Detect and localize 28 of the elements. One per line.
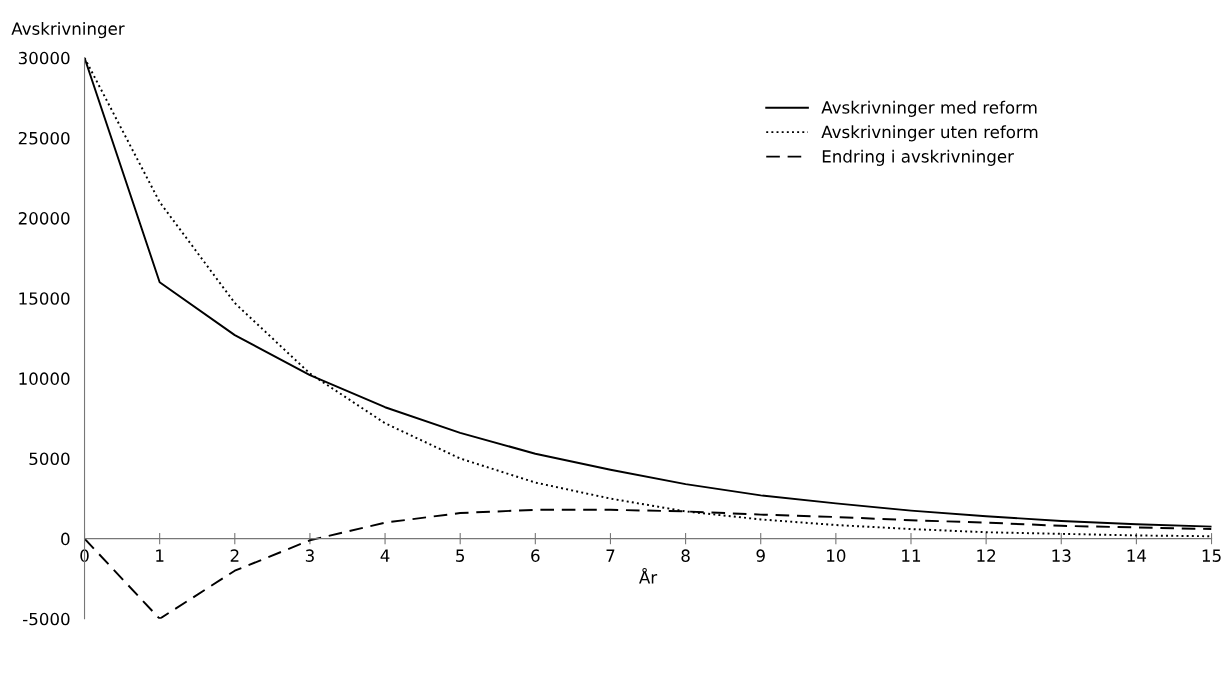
legend-label: Avskrivninger uten reform — [821, 125, 1038, 142]
y-tick-label: 15000 — [19, 292, 70, 305]
legend-label: Endring i avskrivninger — [822, 149, 1014, 166]
y-tick-label: 5000 — [29, 452, 70, 466]
x-tick-label: 10 — [827, 549, 846, 562]
legend-label: Avskrivninger med reform — [821, 100, 1037, 117]
x-tick-label: 7 — [606, 549, 615, 562]
x-tick-label: 14 — [1127, 549, 1147, 562]
x-tick-label: 4 — [380, 549, 390, 562]
x-tick-label: 6 — [531, 549, 540, 562]
x-tick-label: 11 — [902, 549, 921, 562]
x-tick-label: 1 — [156, 549, 164, 562]
x-tick-label: 9 — [756, 549, 765, 562]
x-tick-label: 3 — [305, 549, 314, 562]
x-tick-label: 15 — [1202, 549, 1221, 562]
x-tick-label: 2 — [230, 549, 239, 562]
y-tick-label: 20000 — [18, 212, 70, 225]
x-tick-label: 8 — [681, 549, 690, 562]
x-tick-label: 12 — [977, 549, 996, 562]
y-tick-label: 10000 — [19, 372, 70, 385]
y-tick-label: 0 — [61, 532, 70, 546]
x-tick-label: 13 — [1052, 549, 1071, 562]
y-tick-label: 30000 — [18, 51, 70, 65]
y-tick-label: 25000 — [18, 131, 70, 145]
x-tick-label: 5 — [456, 549, 465, 562]
x-axis-title: År — [639, 567, 658, 584]
y-axis-title: Avskrivninger — [11, 22, 125, 39]
y-tick-label: -5000 — [23, 612, 70, 626]
